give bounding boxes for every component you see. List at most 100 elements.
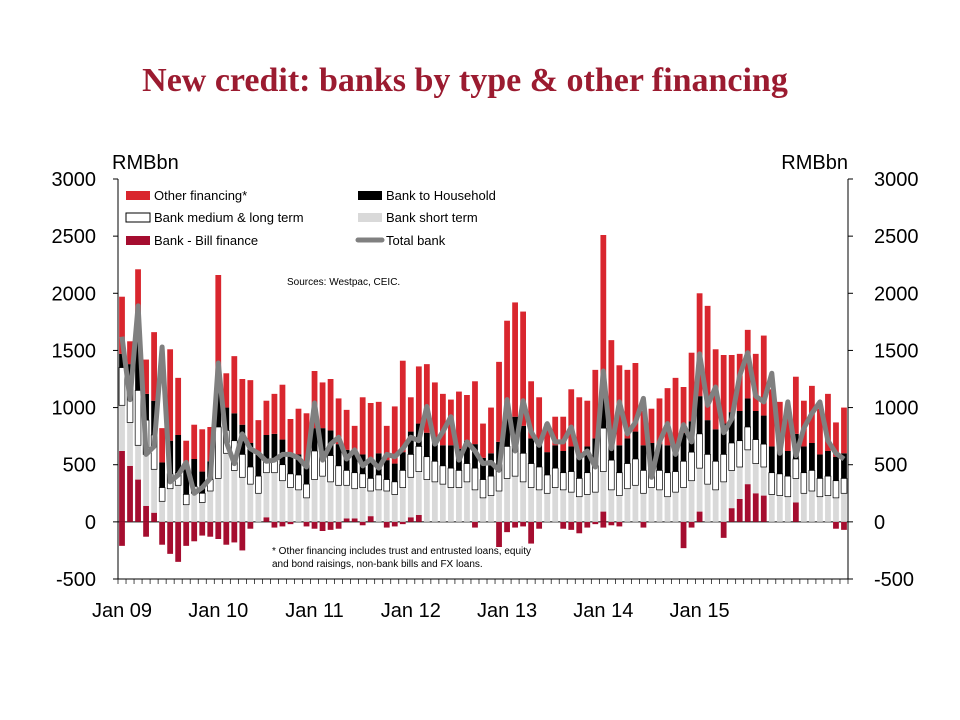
bar-segment	[752, 353, 759, 411]
bar-segment	[263, 472, 270, 518]
bar-segment	[287, 453, 294, 474]
bar-segment	[255, 454, 262, 477]
footnote-line-2: and bond raisings, non-bank bills and FX…	[272, 559, 483, 570]
right-tick-label: -500	[874, 569, 914, 591]
bar-segment	[464, 481, 470, 522]
bar-segment	[255, 420, 262, 455]
bar-segment	[768, 446, 775, 473]
bar-segment	[207, 491, 214, 522]
bar-segment	[817, 408, 823, 455]
bar-segment	[391, 406, 398, 464]
bar-segment	[431, 382, 438, 440]
bar-segment	[736, 440, 743, 468]
bar-segment	[199, 502, 206, 522]
bar-segment	[512, 476, 518, 522]
bar-segment	[841, 407, 847, 454]
bar-segment	[720, 481, 727, 522]
bar-segment	[175, 485, 182, 522]
bar-segment	[231, 470, 238, 522]
bar-segment	[311, 479, 318, 522]
bar-segment	[744, 426, 751, 451]
bar-segment	[431, 460, 439, 483]
legend-label: Total bank	[386, 233, 446, 248]
bar-segment	[351, 472, 358, 490]
bar-segment	[271, 521, 278, 528]
bar-segment	[736, 411, 743, 441]
bar-segment	[391, 521, 398, 527]
bar-segment	[825, 451, 831, 477]
bar-segment	[223, 373, 230, 408]
bar-segment	[440, 445, 446, 466]
bar-segment	[600, 395, 607, 429]
bar-segment	[135, 445, 141, 480]
bar-segment	[287, 473, 294, 488]
bar-segment	[656, 470, 663, 491]
bar-segment	[776, 495, 783, 522]
bar-segment	[488, 495, 494, 522]
bar-segment	[239, 454, 246, 478]
bar-segment	[600, 521, 607, 528]
bar-segment	[704, 454, 711, 485]
bar-segment	[784, 416, 791, 451]
bar-segment	[367, 516, 374, 522]
bar-segment	[592, 492, 599, 522]
bar-segment	[696, 293, 703, 397]
bar-segment	[343, 470, 350, 486]
bar-segment	[415, 471, 422, 515]
left-tick-label: 500	[63, 455, 96, 477]
bar-segment	[327, 521, 334, 530]
bar-segment	[527, 463, 535, 488]
bar-segment	[448, 487, 454, 522]
bar-segment	[383, 460, 390, 480]
bar-segment	[536, 397, 543, 443]
bar-segment	[648, 487, 655, 522]
bar-segment	[512, 521, 518, 528]
bar-segment	[720, 521, 727, 538]
bar-segment	[231, 413, 238, 441]
bar-segment	[760, 415, 767, 445]
bar-segment	[712, 489, 719, 522]
bar-segment	[632, 363, 639, 432]
bar-segment	[568, 471, 575, 493]
bar-segment	[528, 521, 535, 544]
bar-segment	[560, 451, 567, 473]
bar-segment	[215, 389, 222, 427]
bar-segment	[448, 445, 454, 469]
bar-segment	[809, 443, 815, 471]
bar-segment	[744, 484, 751, 522]
bar-segment	[592, 465, 599, 493]
bar-segment	[504, 320, 510, 413]
bar-segment	[680, 432, 687, 462]
bar-segment	[551, 467, 559, 488]
bar-segment	[696, 396, 703, 434]
bar-segment	[488, 407, 494, 454]
bar-segment	[439, 465, 447, 485]
bar-segment	[704, 305, 711, 421]
bar-segment	[175, 377, 182, 435]
bar-segment	[247, 466, 254, 485]
bar-segment	[303, 521, 310, 527]
bar-segment	[744, 449, 751, 485]
bar-segment	[568, 446, 575, 472]
bar-segment	[544, 493, 551, 522]
bar-segment	[776, 401, 783, 448]
bar-segment	[536, 521, 543, 529]
bar-segment	[135, 326, 141, 391]
bar-segment	[632, 485, 639, 522]
bar-segment	[696, 511, 703, 522]
bar-segment	[367, 491, 374, 517]
bar-segment	[656, 398, 663, 445]
bar-segment	[472, 489, 478, 522]
bar-segment	[271, 433, 278, 459]
bar-segment	[752, 411, 759, 440]
bar-segment	[519, 452, 527, 483]
bar-segment	[135, 479, 141, 522]
bar-segment	[825, 393, 831, 451]
bar-segment	[640, 493, 647, 522]
bar-segment	[351, 518, 358, 522]
legend-swatch	[125, 212, 151, 223]
bar-segment	[464, 440, 470, 464]
bar-segment	[768, 494, 775, 522]
bar-segment	[648, 408, 655, 443]
